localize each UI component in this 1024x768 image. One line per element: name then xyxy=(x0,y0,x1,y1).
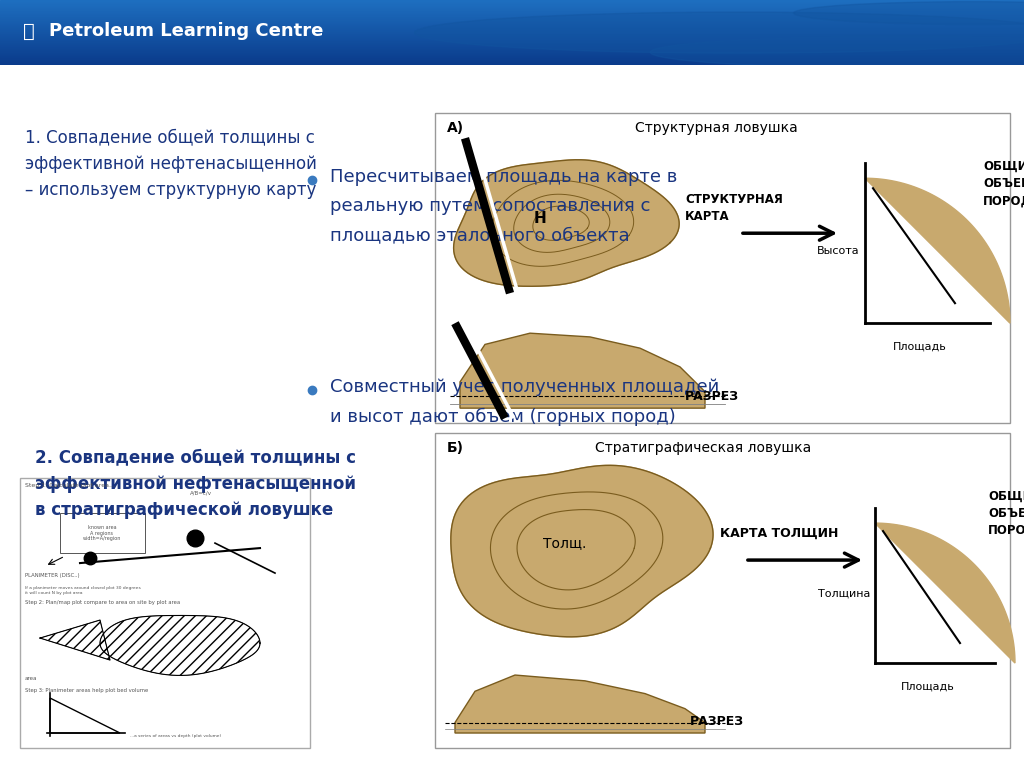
Polygon shape xyxy=(451,465,713,637)
Text: СТРУКТУРНАЯ
КАРТА: СТРУКТУРНАЯ КАРТА xyxy=(685,194,783,223)
Bar xyxy=(435,113,1010,423)
Circle shape xyxy=(794,2,1024,25)
Text: ...a series of areas vs depth (plot volume): ...a series of areas vs depth (plot volu… xyxy=(130,734,221,738)
Text: РАЗРЕЗ: РАЗРЕЗ xyxy=(685,390,739,403)
Text: ОБЩИЙ
ОБЪЕМ
ПОРОД: ОБЩИЙ ОБЪЕМ ПОРОД xyxy=(988,489,1024,537)
Bar xyxy=(435,433,1010,748)
Text: Толщ.: Толщ. xyxy=(544,536,587,550)
Text: Высота: Высота xyxy=(817,246,860,256)
Text: Структурная ловушка: Структурная ловушка xyxy=(635,121,798,135)
Polygon shape xyxy=(874,523,1015,663)
Text: Площадь: Площадь xyxy=(893,341,947,351)
Polygon shape xyxy=(100,615,260,675)
Text: If a planimeter moves around closed plot 30 degrees
it will count N by plot area: If a planimeter moves around closed plot… xyxy=(25,586,140,595)
Text: PLANIMETER (DISC..): PLANIMETER (DISC..) xyxy=(25,573,80,578)
Text: РАЗРЕЗ: РАЗРЕЗ xyxy=(690,715,744,728)
Polygon shape xyxy=(454,160,679,286)
Circle shape xyxy=(650,36,1024,68)
Polygon shape xyxy=(865,178,1010,323)
Text: Н: Н xyxy=(534,210,547,226)
Polygon shape xyxy=(40,620,110,660)
Text: Step 3: Planimeter areas help plot bed volume: Step 3: Planimeter areas help plot bed v… xyxy=(25,688,148,693)
Text: КАРТА ТОЛЩИН: КАРТА ТОЛЩИН xyxy=(720,527,839,540)
Circle shape xyxy=(415,12,1024,53)
Bar xyxy=(60,513,145,553)
Text: 🔹: 🔹 xyxy=(23,22,34,41)
Text: A/B=c/v: A/B=c/v xyxy=(190,490,212,495)
Bar xyxy=(20,478,310,748)
Text: Step 1: Calculate plot area...: Step 1: Calculate plot area... xyxy=(25,483,115,488)
Polygon shape xyxy=(50,698,120,733)
Text: Пересчитываем площадь на карте в
реальную путем сопоставления с
площадью эталонн: Пересчитываем площадь на карте в реальну… xyxy=(330,168,677,245)
Text: Толщина: Толщина xyxy=(817,588,870,598)
Text: А): А) xyxy=(447,121,464,135)
Text: 1. Совпадение общей толщины с
эффективной нефтенасыщенной
– используем структурн: 1. Совпадение общей толщины с эффективно… xyxy=(25,128,316,199)
Text: 2. Совпадение общей толщины с
эффективной нефтенасыщенной
в стратиграфической ло: 2. Совпадение общей толщины с эффективно… xyxy=(35,448,356,519)
Text: Б): Б) xyxy=(447,441,464,455)
Text: Step 2: Plan/map plot compare to area on site by plot area: Step 2: Plan/map plot compare to area on… xyxy=(25,600,180,605)
Text: Площадь: Площадь xyxy=(901,681,954,691)
Text: known area
A regions
width=A/region: known area A regions width=A/region xyxy=(83,525,121,541)
Polygon shape xyxy=(460,333,705,408)
Text: Petroleum Learning Centre: Petroleum Learning Centre xyxy=(49,22,324,41)
Text: Совместный учет полученных площадей
и высот дают объем (горных пород): Совместный учет полученных площадей и вы… xyxy=(330,378,719,425)
Text: ОБЩИЙ
ОБЪЕМ
ПОРОД: ОБЩИЙ ОБЪЕМ ПОРОД xyxy=(983,160,1024,207)
Text: area: area xyxy=(25,676,38,681)
Text: Стратиграфическая ловушка: Стратиграфическая ловушка xyxy=(595,441,811,455)
Polygon shape xyxy=(455,675,705,733)
